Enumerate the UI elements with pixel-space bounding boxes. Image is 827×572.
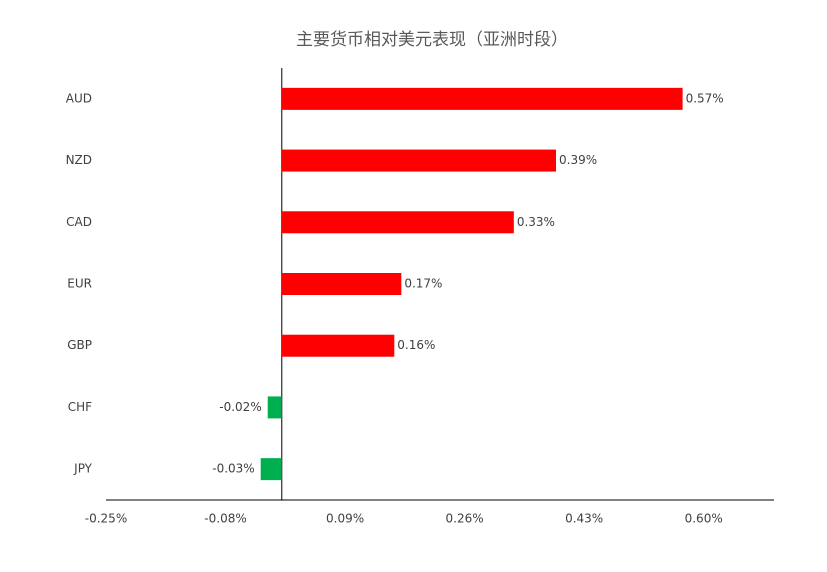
value-label: -0.02% [219,400,261,414]
chart-title: 主要货币相对美元表现（亚洲时段） [296,30,568,50]
x-tick-label: 0.43% [565,512,603,526]
value-label: 0.17% [404,277,442,291]
value-label: -0.03% [212,462,254,476]
bar [281,149,557,172]
bar [267,396,282,419]
x-tick-label: 0.09% [326,512,364,526]
y-tick-label: GBP [67,338,92,352]
value-label: 0.33% [517,215,555,229]
y-tick-label: CHF [68,400,92,414]
y-tick-label: JPY [73,462,93,476]
bar [281,87,683,110]
bar [281,334,395,357]
bar [281,273,402,295]
bar [281,211,514,234]
x-tick-label: -0.08% [204,512,246,526]
y-tick-label: CAD [66,215,92,229]
bar [260,458,282,481]
x-tick-label: 0.26% [446,512,484,526]
x-tick-label: 0.60% [685,512,723,526]
y-tick-label: NZD [66,153,92,167]
y-tick-label: EUR [67,277,92,291]
y-tick-label: AUD [66,91,92,105]
value-label: 0.39% [559,153,597,167]
value-label: 0.16% [397,338,435,352]
x-tick-label: -0.25% [85,512,127,526]
value-label: 0.57% [686,91,724,105]
